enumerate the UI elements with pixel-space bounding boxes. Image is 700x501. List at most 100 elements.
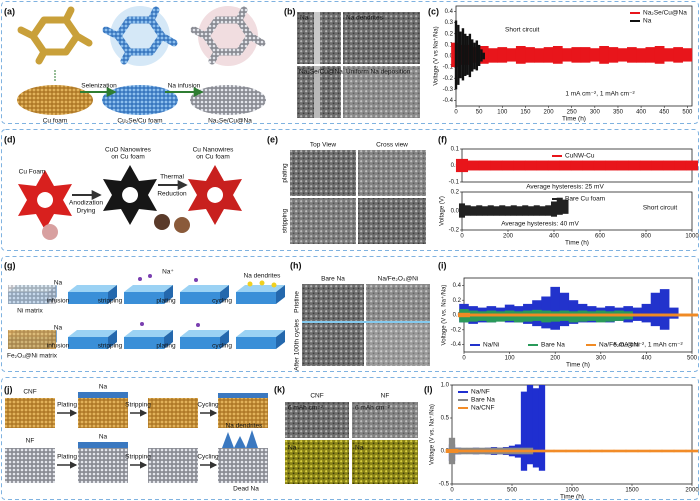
annotation: infusion [47,343,70,350]
legend-label: Na/CNF [471,405,495,412]
panel-label: (k) [274,384,285,394]
x-tick-label: 300 [596,356,607,362]
y-axis-label: Voltage (V vs Na⁺/Na) [433,26,440,85]
x-tick-label: 150 [520,110,531,116]
illustration-h-shape [302,284,364,321]
panel-label: (d) [4,134,16,144]
y-tick-label: -0.2 [443,76,454,82]
illustration-d-shape [154,214,170,230]
y-axis-label: Voltage (V vs. Na⁺/Na) [441,285,448,346]
legend-label: Bare Na [541,342,565,349]
annotation: plating [282,163,289,183]
illustration-e-shape [290,198,356,244]
panel-label: (c) [428,6,439,16]
y-tick-label: 0.0 [451,163,460,169]
illustration-d-shape [103,165,157,225]
annotation: Pristine [294,291,301,313]
illustration-j-shape [222,430,258,448]
illustration-j-shape [218,393,268,398]
legend-label: Na₂Se/Cu@Na [643,10,687,17]
annotation: Average hysteresis: 40 mV [501,221,579,228]
y-axis-label: Voltage (V) [440,196,446,226]
annotation: Short circuit [643,205,678,212]
illustration-k-shape [285,440,349,484]
x-tick-label: 0 [460,234,464,240]
annotation: Na₂Se/Cu@Na [208,118,252,125]
y-axis-label: Voltage (V vs. Na⁺/Na) [429,404,436,465]
illustration-j-shape [5,448,55,483]
annotation: Na/Fe₂O₃@Ni [378,276,419,283]
annotation: Average hysteresis: 25 mV [526,184,604,191]
x-tick-label: 100 [497,110,508,116]
annotation: Plating [57,454,77,461]
y-tick-label: 0.2 [453,298,462,304]
annotation: Na [54,325,63,332]
annotation: plating [156,343,176,350]
illustration-g-shape [247,281,253,287]
illustration-a-shape [21,10,89,61]
panel-label: (f) [438,134,447,144]
illustration-b-shape [314,12,320,64]
annotation: 6 mAh cm⁻² [355,405,391,412]
illustration-h-shape [366,284,430,321]
annotation: 5 mA cm⁻², 1 mAh cm⁻² [613,342,683,349]
panel-label: (i) [438,260,447,270]
annotation: cycling [212,298,232,305]
legend-label: Na/Fe₂O₃@Ni [599,342,640,349]
annotation: Na [355,445,364,452]
illustration-j-shape [218,448,268,483]
illustration-j [5,392,268,483]
illustration-g-shape [236,285,285,304]
x-tick-label: 350 [613,110,624,116]
x-tick-label: 500 [687,356,698,362]
annotation: stripping [98,298,123,305]
x-tick-label: 450 [659,110,670,116]
illustration-g-shape [8,330,56,349]
y-tick-label: 0.5 [441,416,450,422]
annotation: cycling [212,343,232,350]
annotation: 1 mA cm⁻², 1 mAh cm⁻² [565,91,635,98]
y-tick-label: 0.0 [453,313,462,319]
annotation: stripping [282,208,289,233]
legend-label: CuNW-Cu [565,153,595,160]
illustration-a [17,6,266,115]
illustration-b [297,12,420,118]
illustration-a-shape [17,85,93,115]
illustration-a-shape [102,85,178,115]
illustration-g [8,274,285,349]
annotation: Selenization [81,83,117,90]
row-frames-shape [1,129,699,251]
legend-label: Bare Na [471,397,495,404]
x-tick-label: 300 [590,110,601,116]
illustration-j-shape [148,448,198,483]
annotation: infusion [47,298,70,305]
illustration-j-shape [5,398,55,428]
x-tick-label: 100 [505,356,516,362]
illustration-k-shape [285,402,349,438]
panel-label: (l) [424,384,433,394]
x-tick-label: 2000 [685,488,699,494]
illustration-j-shape [78,398,128,428]
annotation: Bare Na [321,276,345,283]
annotation: Cycling [197,454,219,461]
y-tick-label: 0.3 [445,20,454,26]
illustration-g-shape [271,282,277,288]
illustration-b-shape [343,12,420,64]
y-tick-label: 0.4 [445,9,454,15]
annotation: Na dendrites [244,273,282,280]
x-tick-label: 0 [454,110,458,116]
annotation: Na₂Se/Cu@Na [299,69,343,76]
x-tick-label: 1000 [685,234,699,240]
illustration-j-shape [148,398,198,428]
annotation: Na [99,434,108,441]
row-frames-shape [1,377,699,500]
panel-label: (h) [290,260,302,270]
annotation: plating [156,298,176,305]
x-tick-label: 400 [636,110,647,116]
annotation: CNF [23,389,36,396]
x-tick-label: 250 [567,110,578,116]
x-tick-label: 200 [544,110,555,116]
